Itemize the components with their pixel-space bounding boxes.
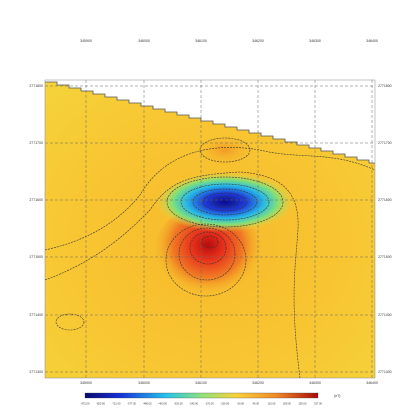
x-label-bottom: 345900 <box>80 381 92 385</box>
x-label-top: 346000 <box>138 39 150 43</box>
y-label-left: 2771300 <box>29 370 43 374</box>
x-label-top: 345900 <box>80 39 92 43</box>
x-label-top: 346100 <box>195 39 207 43</box>
x-label-top: 346400 <box>366 39 378 43</box>
colorbar-label: -170.00 <box>205 402 214 406</box>
x-label-bottom: 346100 <box>195 381 207 385</box>
colorbar-label: -100.00 <box>220 402 229 406</box>
colorbar-label: -245.00 <box>189 402 198 406</box>
x-label-bottom: 346300 <box>309 381 321 385</box>
x-label-bottom: 346400 <box>366 381 378 385</box>
x-label-bottom: 346200 <box>252 381 264 385</box>
map-frame <box>44 79 376 379</box>
colorbar-label: -820.00 <box>96 402 105 406</box>
survey-boundary <box>45 81 375 164</box>
y-label-right: 2771500 <box>378 255 392 259</box>
colorbar-label: -577.00 <box>127 402 136 406</box>
colorbar-label: -400.00 <box>158 402 167 406</box>
colorbar-label: 110.00 <box>268 402 276 406</box>
y-label-right: 2771600 <box>378 198 392 202</box>
colorbar-label: 40.00 <box>253 402 260 406</box>
y-label-left: 2771600 <box>29 198 43 202</box>
x-label-top: 346300 <box>309 39 321 43</box>
colorbar-label: 180.00 <box>283 402 291 406</box>
y-label-left: 2771400 <box>29 313 43 317</box>
x-label-top: 346200 <box>252 39 264 43</box>
colorbar-label: -320.00 <box>174 402 183 406</box>
colorbar-label: -486.00 <box>143 402 152 406</box>
y-label-left: 2771500 <box>29 255 43 259</box>
y-label-right: 2771700 <box>378 141 392 145</box>
colorbar-label: -712.00 <box>112 402 121 406</box>
colorbar-label: -30.00 <box>237 402 245 406</box>
y-label-right: 2771400 <box>378 313 392 317</box>
grid <box>45 80 375 378</box>
colorbar-unit: (nT) <box>334 394 340 398</box>
y-label-left: 2771700 <box>29 141 43 145</box>
colorbar-label: 250.00 <box>298 402 306 406</box>
x-label-bottom: 346000 <box>138 381 150 385</box>
colorbar-label: 337.00 <box>314 402 322 406</box>
contours <box>45 137 375 378</box>
y-label-right: 2771800 <box>378 84 392 88</box>
y-label-left: 2771800 <box>29 84 43 88</box>
colorbar <box>84 392 319 399</box>
y-label-right: 2771300 <box>378 370 392 374</box>
colorbar-label: -972.00 <box>81 402 90 406</box>
